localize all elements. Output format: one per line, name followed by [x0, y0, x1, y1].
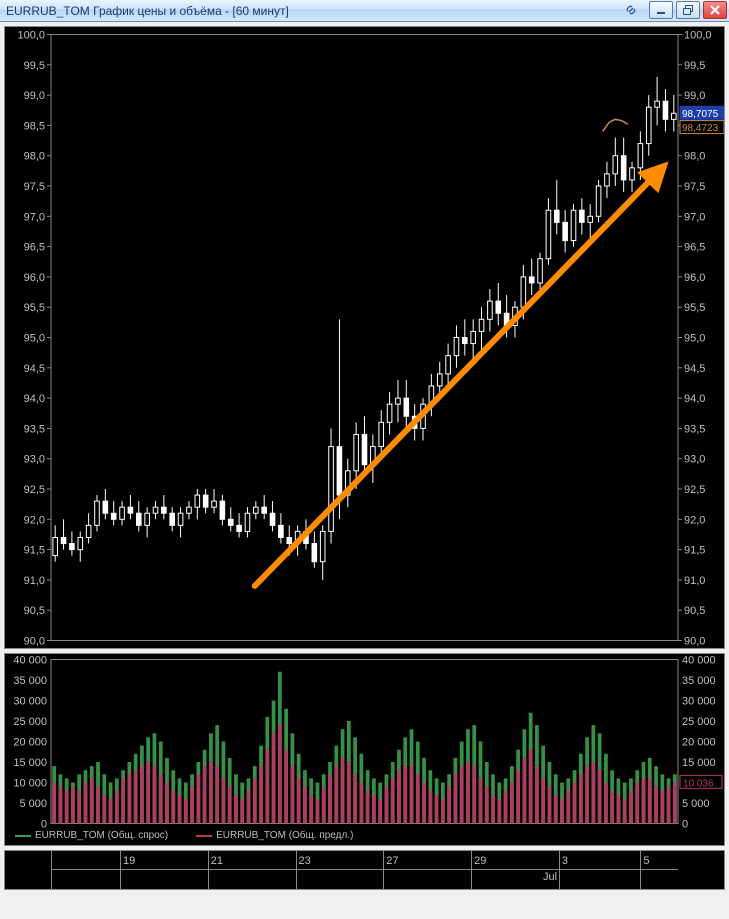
svg-text:90,0: 90,0 [24, 636, 45, 648]
svg-text:92,5: 92,5 [684, 484, 705, 496]
svg-text:5 000: 5 000 [19, 798, 47, 810]
price-chart-panel[interactable]: 90,0 90,0 90,5 90,5 91,0 91,0 91,5 91,5 92,0 92,0… [4, 26, 725, 649]
svg-text:98,0: 98,0 [24, 151, 45, 163]
svg-text:15 000: 15 000 [682, 757, 716, 769]
svg-text:91,5: 91,5 [24, 545, 45, 557]
svg-text:91,5: 91,5 [684, 545, 705, 557]
window-title: EURRUB_TOM График цены и объёма - [60 ми… [6, 4, 289, 18]
svg-text:99,5: 99,5 [24, 60, 45, 72]
svg-text:35 000: 35 000 [682, 675, 716, 687]
svg-text:92,5: 92,5 [24, 484, 45, 496]
volume-chart-svg: 005 0005 00010 00010 00015 00015 00020 0… [5, 654, 724, 845]
svg-text:98,7075: 98,7075 [682, 109, 719, 120]
svg-text:93,0: 93,0 [684, 454, 705, 466]
svg-text:97,5: 97,5 [24, 181, 45, 193]
volume-chart-panel[interactable]: 005 0005 00010 00010 00015 00015 00020 0… [4, 653, 725, 846]
legend-label-supply: EURRUB_TOM (Общ. предл.) [216, 830, 353, 841]
svg-text:94,0: 94,0 [684, 393, 705, 405]
link-icon[interactable] [620, 1, 642, 19]
time-tick: 5 [643, 855, 649, 867]
minimize-button[interactable] [649, 1, 673, 19]
svg-text:0: 0 [41, 819, 47, 831]
svg-text:40 000: 40 000 [13, 655, 47, 667]
svg-text:91,0: 91,0 [684, 575, 705, 587]
svg-text:97,0: 97,0 [24, 211, 45, 223]
svg-text:100,0: 100,0 [17, 30, 45, 42]
svg-text:95,5: 95,5 [684, 302, 705, 314]
svg-text:93,5: 93,5 [24, 423, 45, 435]
svg-text:30 000: 30 000 [682, 696, 716, 708]
svg-text:90,0: 90,0 [684, 636, 705, 648]
svg-text:25 000: 25 000 [13, 716, 47, 728]
svg-text:35 000: 35 000 [13, 675, 47, 687]
time-tick: 27 [386, 855, 398, 867]
svg-text:96,0: 96,0 [24, 272, 45, 284]
svg-text:97,0: 97,0 [684, 211, 705, 223]
svg-text:92,0: 92,0 [684, 514, 705, 526]
legend-label-demand: EURRUB_TOM (Общ. спрос) [35, 830, 168, 841]
svg-text:93,5: 93,5 [684, 423, 705, 435]
volume-legend: EURRUB_TOM (Общ. спрос) EURRUB_TOM (Общ.… [15, 830, 353, 841]
svg-text:40 000: 40 000 [682, 655, 716, 667]
svg-text:10 036: 10 036 [683, 778, 714, 789]
time-tick: 21 [211, 855, 223, 867]
svg-text:95,0: 95,0 [684, 333, 705, 345]
svg-text:30 000: 30 000 [13, 696, 47, 708]
svg-text:20 000: 20 000 [682, 737, 716, 749]
svg-text:90,5: 90,5 [24, 605, 45, 617]
svg-text:99,5: 99,5 [684, 60, 705, 72]
svg-text:98,0: 98,0 [684, 151, 705, 163]
svg-text:98,4723: 98,4723 [682, 123, 719, 134]
svg-text:96,0: 96,0 [684, 272, 705, 284]
svg-text:90,5: 90,5 [684, 605, 705, 617]
workspace: 90,0 90,0 90,5 90,5 91,0 91,0 91,5 91,5 92,0 92,0… [0, 22, 729, 919]
svg-text:94,5: 94,5 [24, 363, 45, 375]
legend-swatch-supply [196, 835, 212, 837]
svg-text:25 000: 25 000 [682, 716, 716, 728]
window-buttons [620, 1, 727, 19]
svg-text:92,0: 92,0 [24, 514, 45, 526]
svg-text:5 000: 5 000 [682, 798, 710, 810]
price-chart-svg: 90,0 90,0 90,5 90,5 91,0 91,0 91,5 91,5 92,0 92,0… [5, 27, 724, 648]
titlebar: EURRUB_TOM График цены и объёма - [60 ми… [0, 0, 729, 22]
time-month-label: Jul [543, 871, 557, 883]
legend-item-demand: EURRUB_TOM (Общ. спрос) [15, 830, 168, 841]
svg-text:99,0: 99,0 [24, 90, 45, 102]
svg-text:95,0: 95,0 [24, 333, 45, 345]
restore-button[interactable] [676, 1, 700, 19]
svg-text:10 000: 10 000 [13, 778, 47, 790]
time-tick: 23 [299, 855, 311, 867]
svg-text:96,5: 96,5 [684, 242, 705, 254]
svg-text:99,0: 99,0 [684, 90, 705, 102]
time-axis-panel: 19 21 23 27 29 3 5 Jul [4, 850, 725, 890]
legend-swatch-demand [15, 835, 31, 837]
svg-text:94,5: 94,5 [684, 363, 705, 375]
svg-text:94,0: 94,0 [24, 393, 45, 405]
time-tick: 3 [562, 855, 568, 867]
svg-text:91,0: 91,0 [24, 575, 45, 587]
close-button[interactable] [703, 1, 727, 19]
svg-text:98,5: 98,5 [24, 120, 45, 132]
svg-text:96,5: 96,5 [24, 242, 45, 254]
svg-text:15 000: 15 000 [13, 757, 47, 769]
svg-text:0: 0 [682, 819, 688, 831]
time-tick: 29 [474, 855, 486, 867]
legend-item-supply: EURRUB_TOM (Общ. предл.) [196, 830, 353, 841]
svg-text:93,0: 93,0 [24, 454, 45, 466]
svg-text:20 000: 20 000 [13, 737, 47, 749]
time-tick: 19 [123, 855, 135, 867]
svg-text:97,5: 97,5 [684, 181, 705, 193]
svg-text:95,5: 95,5 [24, 302, 45, 314]
svg-text:100,0: 100,0 [684, 30, 712, 42]
